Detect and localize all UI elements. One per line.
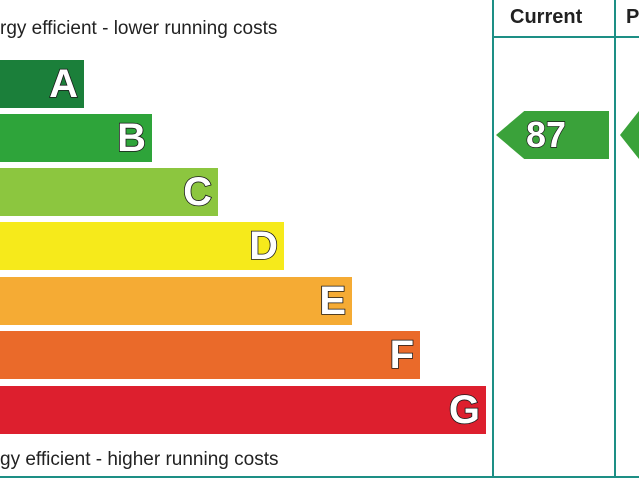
band-d-letter: D: [248, 223, 278, 269]
header-divider: [492, 36, 639, 38]
band-b: B: [0, 114, 152, 162]
band-e-letter: E: [319, 278, 347, 324]
band-c-letter: C: [182, 169, 212, 215]
band-d: D: [0, 222, 284, 270]
efficiency-caption-bottom: gy efficient - higher running costs: [0, 449, 279, 470]
current-column-left-border: [492, 0, 494, 478]
potential-column-header: P: [626, 6, 639, 28]
bottom-border: [0, 476, 639, 478]
band-g: G: [0, 386, 486, 434]
band-f-letter: F: [389, 332, 415, 378]
band-f: F: [0, 331, 420, 379]
band-a-letter: A: [48, 61, 78, 107]
potential-rating-arrow: [620, 111, 639, 159]
band-g-letter: G: [448, 387, 481, 433]
band-b-letter: B: [116, 115, 146, 161]
current-column-right-border: [614, 0, 616, 478]
current-column-header: Current: [510, 6, 583, 28]
efficiency-caption-top: rgy efficient - lower running costs: [0, 18, 278, 39]
band-c: C: [0, 168, 218, 216]
band-e: E: [0, 277, 352, 325]
current-rating-arrow: 87: [496, 111, 609, 159]
band-a: A: [0, 60, 84, 108]
current-rating-value: 87: [525, 113, 567, 155]
